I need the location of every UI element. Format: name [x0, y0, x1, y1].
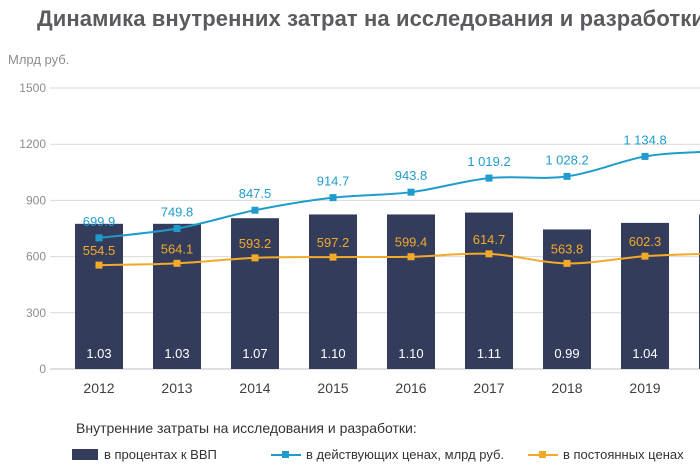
- legend-swatch-gdp: [72, 449, 98, 460]
- marker-current: [173, 225, 181, 233]
- data-label-constant: 564.1: [161, 241, 194, 256]
- y-tick-label: 1200: [19, 137, 46, 151]
- data-label-constant: 593.2: [239, 236, 272, 251]
- marker-constant: [95, 261, 103, 269]
- bar-gdp: [231, 218, 279, 369]
- bar-gdp: [75, 223, 123, 369]
- legend-title: Внутренние затраты на исследования и раз…: [76, 420, 417, 436]
- y-tick-label: 300: [26, 306, 46, 320]
- x-tick-label: 2019: [629, 380, 660, 396]
- marker-constant: [329, 253, 337, 261]
- bar-gdp: [543, 229, 591, 369]
- data-label-current: 1 134.8: [623, 132, 666, 147]
- legend-label-gdp: в процентах к ВВП: [104, 447, 217, 462]
- legend-label-constant: в постоянных ценах: [563, 447, 684, 462]
- bar-label-gdp: 1.03: [86, 346, 111, 361]
- marker-constant: [173, 259, 181, 267]
- data-label-constant: 602.3: [629, 234, 662, 249]
- marker-current: [407, 188, 415, 196]
- bar-gdp: [309, 214, 357, 369]
- bar-gdp: [465, 212, 513, 369]
- marker-current: [641, 152, 649, 160]
- marker-constant: [641, 252, 649, 260]
- data-label-constant: 597.2: [317, 235, 350, 250]
- marker-constant: [407, 253, 415, 261]
- marker-current: [329, 194, 337, 202]
- legend-swatch-constant: [528, 449, 558, 461]
- x-tick-label: 2012: [83, 380, 114, 396]
- data-label-current: 749.8: [161, 205, 194, 220]
- bar-label-gdp: 1.07: [242, 346, 267, 361]
- data-label-current: 943.8: [395, 168, 428, 183]
- marker-constant: [563, 259, 571, 267]
- y-tick-label: 900: [26, 193, 46, 207]
- x-tick-label: 2018: [551, 380, 582, 396]
- data-label-constant: 614.7: [473, 232, 506, 247]
- y-tick-label: 1500: [19, 81, 46, 95]
- x-tick-label: 2014: [239, 380, 270, 396]
- data-label-current: 914.7: [317, 174, 350, 189]
- bar-label-gdp: 1.11: [477, 346, 501, 361]
- marker-current: [485, 174, 493, 182]
- x-tick-label: 2013: [161, 380, 192, 396]
- bar-label-gdp: 0.99: [554, 346, 579, 361]
- bar-label-gdp: 1.04: [632, 346, 657, 361]
- data-label-constant: 599.4: [395, 235, 428, 250]
- marker-constant: [485, 250, 493, 258]
- bar-label-gdp: 1.03: [164, 346, 189, 361]
- y-tick-label: 600: [26, 250, 46, 264]
- data-label-current: 1 019.2: [467, 154, 510, 169]
- bar-gdp: [621, 222, 669, 369]
- data-label-constant: 554.5: [83, 243, 116, 258]
- marker-current: [563, 172, 571, 180]
- x-tick-label: 2016: [395, 380, 426, 396]
- data-label-constant: 563.8: [551, 241, 584, 256]
- marker-current: [95, 234, 103, 242]
- legend-label-current: в действующих ценах, млрд руб.: [306, 447, 505, 462]
- marker-constant: [251, 254, 259, 262]
- bar-label-gdp: 1.10: [320, 346, 345, 361]
- bar-label-gdp: 1.10: [398, 346, 423, 361]
- data-label-current: 1 028.2: [545, 152, 588, 167]
- marker-current: [251, 206, 259, 214]
- x-tick-label: 2017: [473, 380, 504, 396]
- bar-gdp: [387, 214, 435, 369]
- x-tick-label: 2015: [317, 380, 348, 396]
- legend-item-constant: в постоянных ценах: [528, 447, 684, 462]
- legend-item-gdp: в процентах к ВВП: [72, 447, 217, 462]
- bar-gdp: [153, 223, 201, 369]
- chart-title: Динамика внутренних затрат на исследован…: [37, 6, 700, 31]
- y-tick-label: 0: [39, 362, 46, 376]
- data-label-current: 699.9: [83, 214, 116, 229]
- legend-swatch-current: [271, 449, 301, 461]
- y-axis-unit: Млрд руб.: [8, 52, 70, 67]
- legend-item-current: в действующих ценах, млрд руб.: [271, 447, 504, 462]
- data-label-current: 847.5: [239, 186, 272, 201]
